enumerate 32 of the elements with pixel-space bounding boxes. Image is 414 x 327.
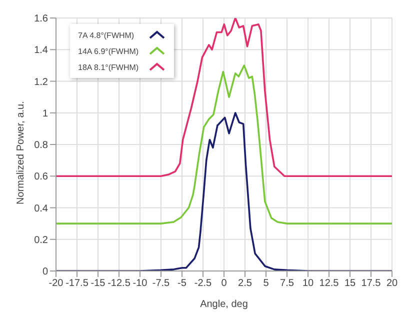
y-tick-label: 0.8 — [34, 140, 48, 152]
y-tick-label: 1.4 — [34, 45, 48, 56]
x-tick-label: 2.5 — [238, 278, 252, 290]
x-tick-label: 10 — [302, 278, 314, 290]
x-tick-label: -12.5 — [108, 278, 131, 290]
x-tick-label: -7.5 — [152, 278, 170, 290]
legend-label: 14A 6.9°(FWHM) — [78, 46, 140, 56]
y-tick-label: 1 — [42, 108, 48, 120]
y-tick-label: 1.2 — [34, 76, 48, 88]
x-tick-label: 20 — [386, 278, 398, 290]
line-series — [56, 64, 392, 224]
x-tick-label: -17.5 — [66, 278, 89, 290]
x-tick-label: 15 — [344, 278, 356, 290]
x-tick-label: 0 — [221, 278, 228, 290]
x-tick-label: 5 — [263, 278, 270, 290]
y-tick-label: 0 — [42, 266, 48, 278]
x-tick-label: -2.5 — [194, 278, 212, 290]
y-axis-title: Normalized Power, a.u. — [16, 101, 27, 204]
x-tick-label: 12.5 — [319, 278, 340, 290]
x-tick-label: -10 — [132, 278, 148, 290]
legend-label: 18A 8.1°(FWHM) — [78, 62, 140, 72]
x-axis-title: Angle, deg — [200, 299, 248, 310]
x-tick-label: 7.5 — [280, 278, 294, 290]
x-tick-label: -15 — [90, 278, 106, 290]
legend-label: 7A 4.8°(FWHM) — [78, 30, 136, 40]
x-tick-label: 17.5 — [361, 278, 382, 290]
y-tick-label: 0.2 — [34, 234, 48, 246]
y-tick-label: 0.6 — [34, 172, 48, 183]
y-tick-label: 1.6 — [34, 14, 48, 25]
y-tick-label: 0.4 — [34, 203, 48, 214]
x-tick-label: -20 — [48, 278, 64, 290]
x-tick-label: -5 — [178, 278, 187, 290]
